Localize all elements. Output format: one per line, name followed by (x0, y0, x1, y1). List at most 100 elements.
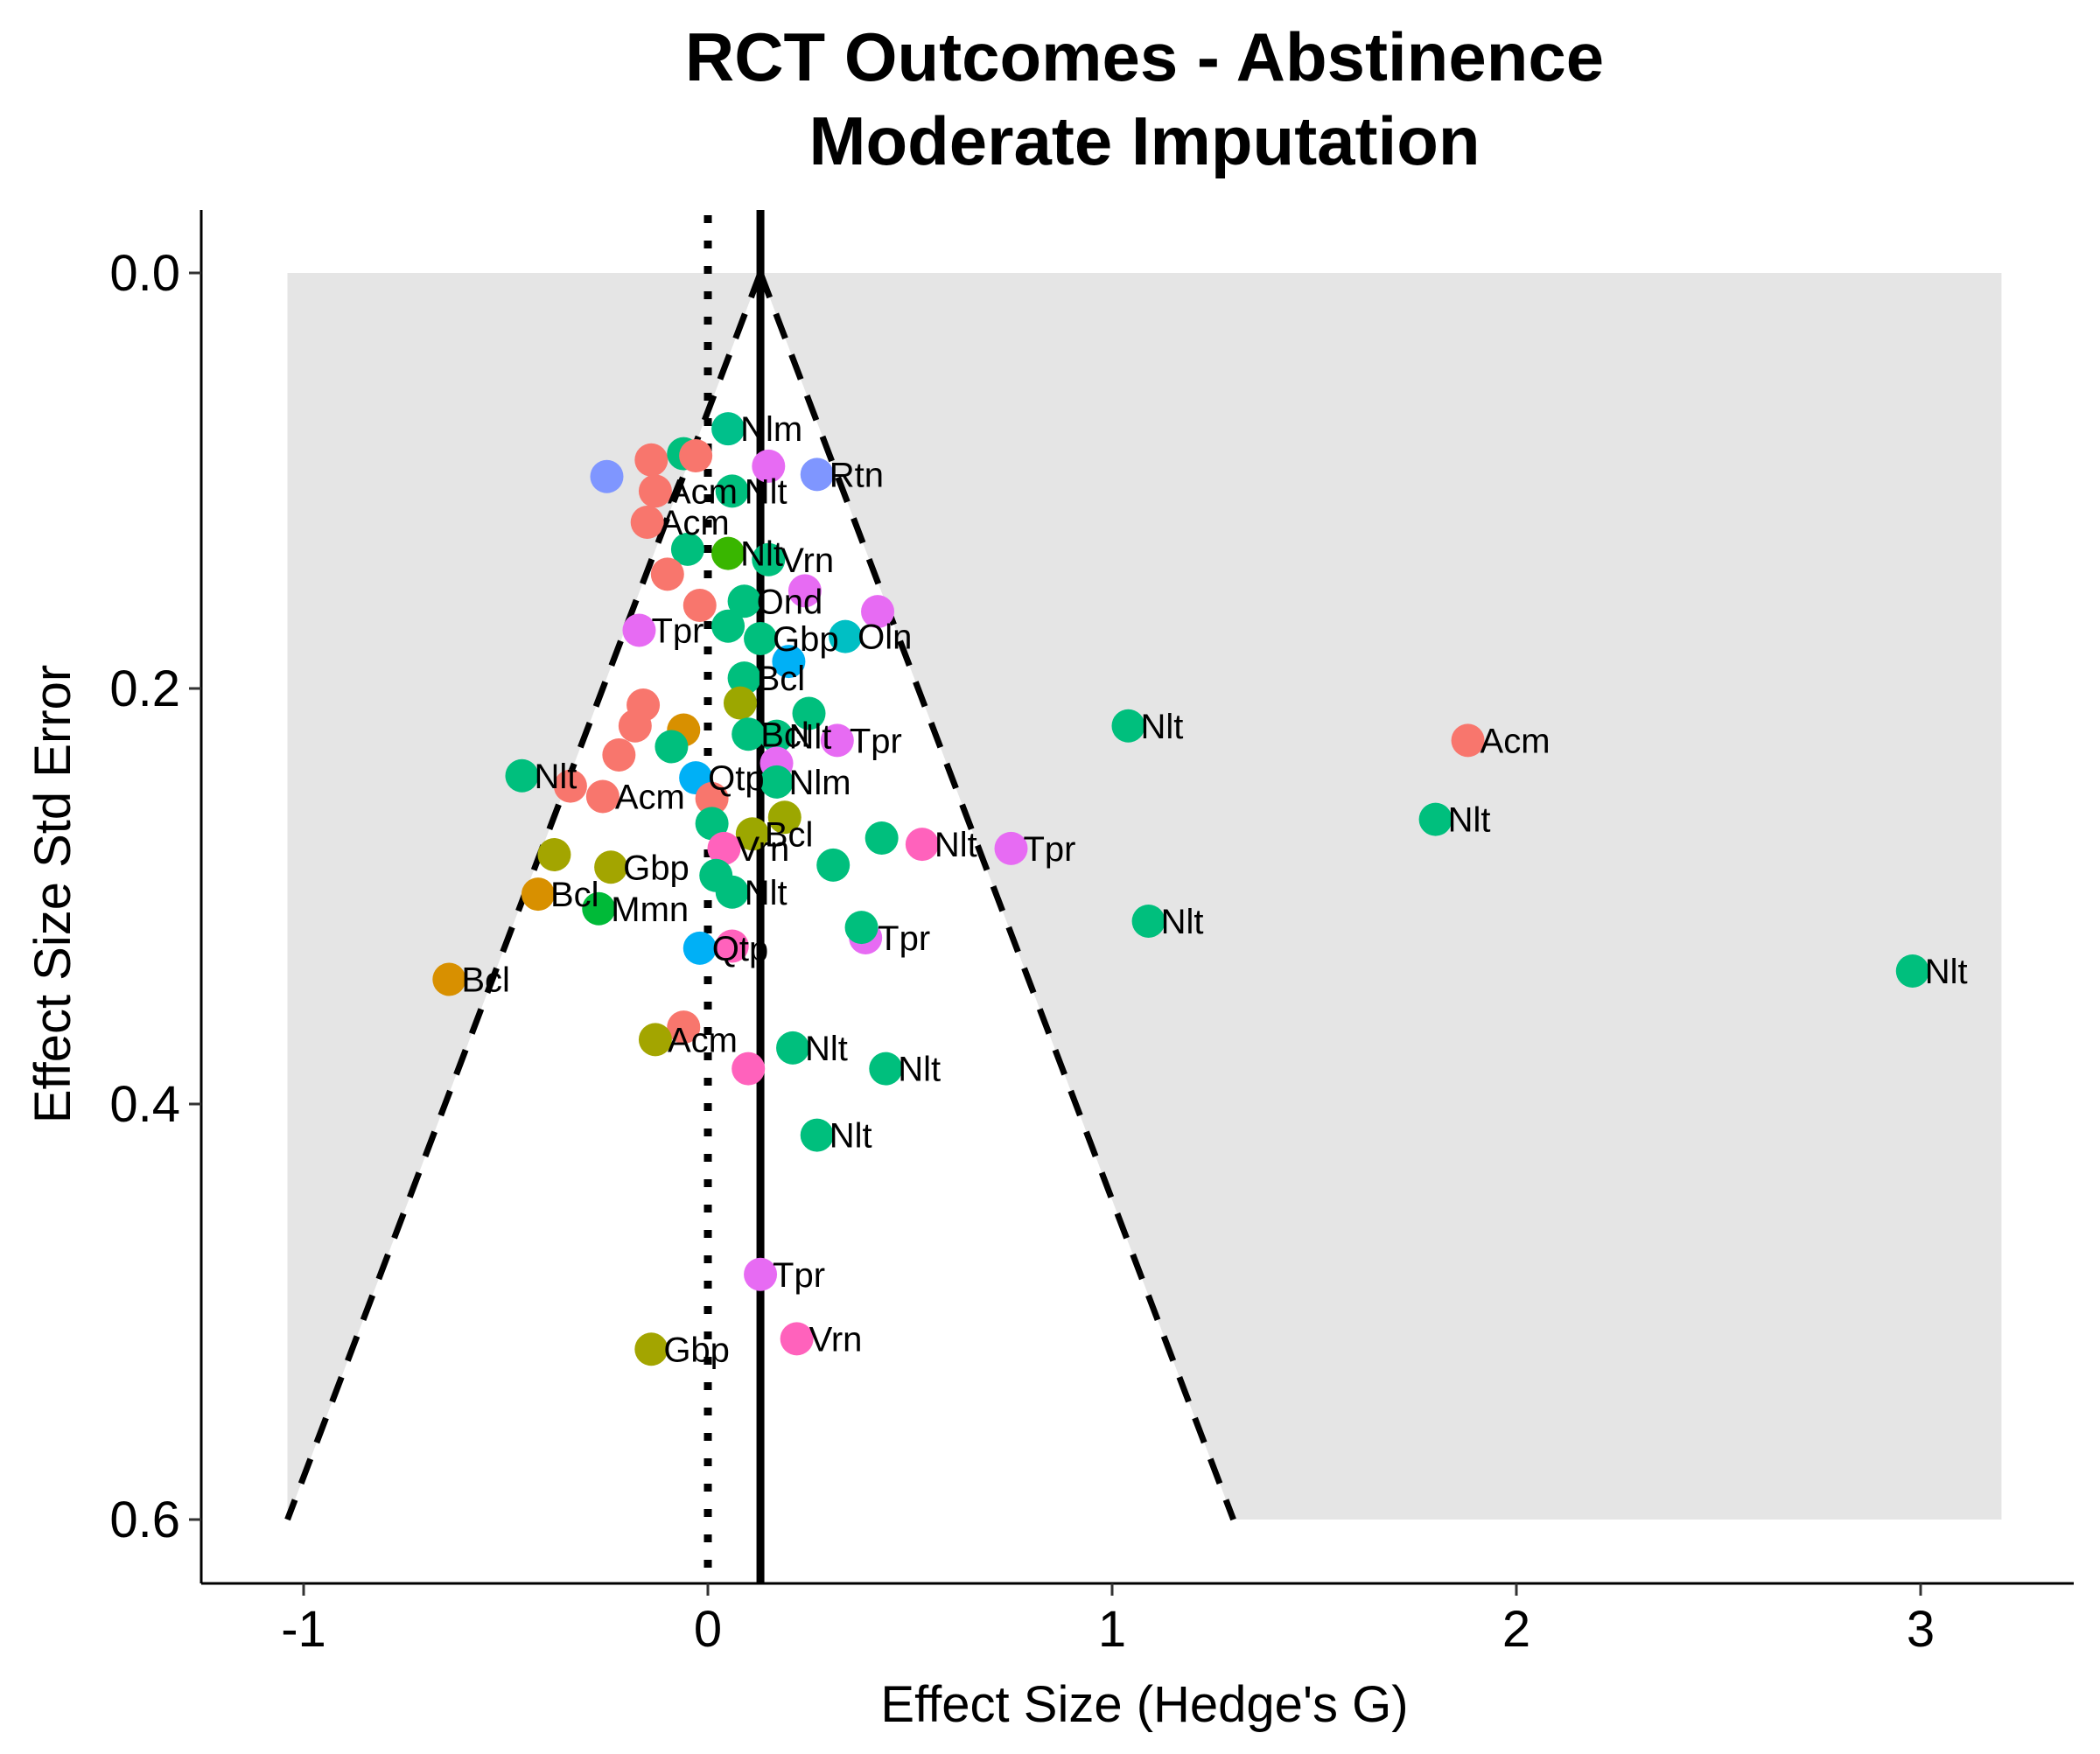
data-point (622, 613, 656, 647)
data-point (707, 831, 741, 865)
data-point (638, 474, 672, 508)
data-point (594, 850, 628, 884)
data-point (767, 800, 802, 835)
data-point (864, 821, 899, 855)
data-point (1111, 709, 1145, 743)
point-label: Nlm (789, 764, 851, 802)
data-point (727, 584, 761, 618)
data-point (752, 542, 786, 577)
point-label: Nlt (740, 535, 783, 574)
point-label: Bcl (550, 876, 599, 914)
data-point (772, 645, 806, 679)
data-point (505, 758, 539, 793)
data-point (776, 1031, 810, 1065)
point-label: Nlt (805, 1030, 848, 1068)
point-label: Nlt (1448, 801, 1491, 840)
data-point (638, 1023, 672, 1057)
chart-title: RCT Outcomes - Abstinence (685, 18, 1604, 95)
point-label: Tpr (651, 612, 704, 651)
data-point (695, 807, 729, 841)
x-tick-label: 3 (1907, 1601, 1935, 1658)
data-point (723, 686, 757, 720)
chart-subtitle: Moderate Imputation (808, 102, 1480, 179)
point-label: Acm (1480, 722, 1550, 760)
data-point (800, 458, 834, 492)
point-label: Bcl (757, 660, 806, 698)
funnel-right-line (757, 271, 1236, 1521)
x-tick-label: 1 (1098, 1601, 1126, 1658)
point-label: Nlt (534, 758, 577, 796)
point-label: Vrn (780, 542, 834, 580)
point-label: Tpr (1024, 830, 1076, 869)
data-point (682, 589, 717, 622)
data-point (602, 738, 636, 772)
point-label: Nlm (740, 410, 802, 449)
point-label: Nlt (745, 472, 788, 511)
data-point (711, 412, 746, 446)
data-point (800, 1118, 834, 1152)
data-point (844, 911, 878, 945)
data-point (521, 877, 555, 912)
data-point (711, 536, 746, 570)
point-label: Qtp (708, 759, 764, 798)
data-point (432, 962, 466, 996)
data-point (634, 443, 668, 477)
y-axis-title: Effect Size Std Error (24, 665, 81, 1123)
point-label: Bcl (765, 815, 814, 854)
point-label: Tpr (773, 1256, 825, 1295)
point-label: Vrn (809, 1320, 863, 1359)
data-point (654, 730, 689, 764)
x-tick-label: 0 (694, 1601, 722, 1658)
data-point (650, 557, 684, 591)
point-label: Vrn (736, 830, 789, 869)
data-point (582, 891, 616, 926)
data-point (715, 929, 749, 963)
point-label: Tpr (878, 919, 930, 958)
data-point (752, 449, 786, 483)
data-point (715, 474, 749, 508)
y-tick-label: 0.0 (109, 245, 180, 302)
data-point (590, 459, 624, 493)
data-point (905, 828, 939, 862)
data-point (618, 709, 652, 743)
data-point (727, 661, 761, 695)
data-point (869, 1052, 903, 1086)
point-label: Nlt (830, 1117, 872, 1156)
data-point (695, 781, 729, 815)
data-point (1895, 954, 1929, 988)
data-point (792, 696, 826, 730)
x-axis-title: Effect Size (Hedge's G) (880, 1676, 1408, 1733)
x-tick-label: -1 (281, 1601, 326, 1658)
point-label: Bcl (760, 716, 809, 754)
data-point (732, 1052, 766, 1086)
data-point (667, 1010, 701, 1045)
point-label: Nlt (789, 718, 832, 757)
data-point (760, 765, 794, 799)
point-label: Ond (757, 583, 823, 621)
data-point (780, 1322, 814, 1356)
data-point (585, 779, 620, 814)
y-tick-label: 0.6 (109, 1492, 180, 1548)
data-point (861, 595, 895, 629)
data-point (553, 769, 587, 803)
data-point (630, 506, 664, 539)
data-point (537, 838, 571, 871)
data-point (994, 831, 1028, 865)
point-label: Mmn (611, 891, 689, 929)
point-label: Gbp (623, 849, 690, 887)
data-point (732, 717, 766, 751)
data-point (829, 619, 863, 653)
y-tick-label: 0.4 (109, 1076, 180, 1133)
data-point (744, 622, 778, 655)
data-point (711, 609, 746, 643)
data-point (715, 875, 749, 909)
point-label: Qtp (712, 930, 768, 968)
data-point (735, 817, 769, 851)
point-label: Gbp (663, 1331, 730, 1369)
data-point (679, 439, 713, 472)
data-point (1451, 723, 1485, 758)
data-point (1418, 802, 1452, 836)
point-label: Nlt (1925, 953, 1968, 991)
